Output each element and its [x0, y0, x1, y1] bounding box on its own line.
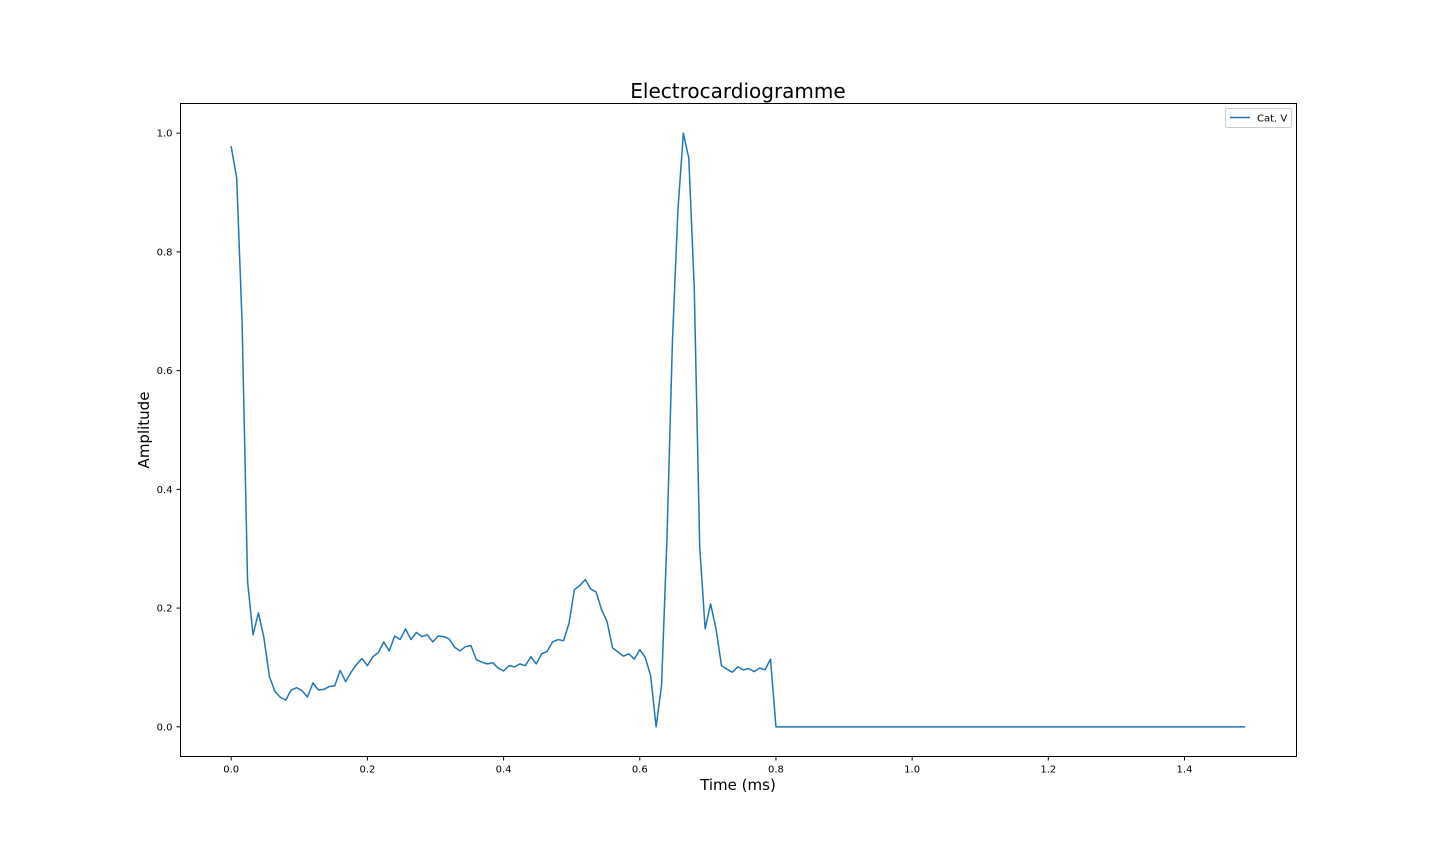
x-tick-label: 0.6 — [632, 765, 648, 776]
x-tick-label: 0.0 — [223, 765, 239, 776]
x-axis-label: Time (ms) — [699, 776, 776, 794]
plot-frame — [180, 103, 1297, 757]
chart-title: Electrocardiogramme — [630, 79, 845, 103]
legend: Cat. V — [1225, 108, 1292, 128]
y-tick-label: 0.2 — [157, 604, 173, 615]
y-tick-label: 0.0 — [157, 722, 173, 733]
y-axis-label: Amplitude — [135, 392, 153, 469]
x-axis: 0.0 0.2 0.4 0.6 0.8 1.0 1.2 1.4 — [223, 756, 1193, 776]
x-tick-label: 0.4 — [496, 765, 512, 776]
legend-label-cat-v: Cat. V — [1257, 114, 1287, 125]
x-tick-label: 0.8 — [768, 765, 784, 776]
x-tick-label: 0.2 — [359, 765, 375, 776]
y-tick-label: 1.0 — [157, 129, 173, 140]
x-tick-label: 1.0 — [904, 765, 920, 776]
x-tick-label: 1.2 — [1040, 765, 1056, 776]
y-tick-label: 0.8 — [157, 247, 173, 258]
series-line-cat-v — [230, 132, 1246, 728]
legend-frame — [1225, 108, 1292, 128]
plot-area — [180, 103, 1297, 757]
y-axis: 0.0 0.2 0.4 0.6 0.8 1.0 — [157, 129, 181, 733]
x-tick-label: 1.4 — [1177, 765, 1193, 776]
y-tick-label: 0.6 — [157, 366, 173, 377]
y-tick-label: 0.4 — [157, 485, 173, 496]
